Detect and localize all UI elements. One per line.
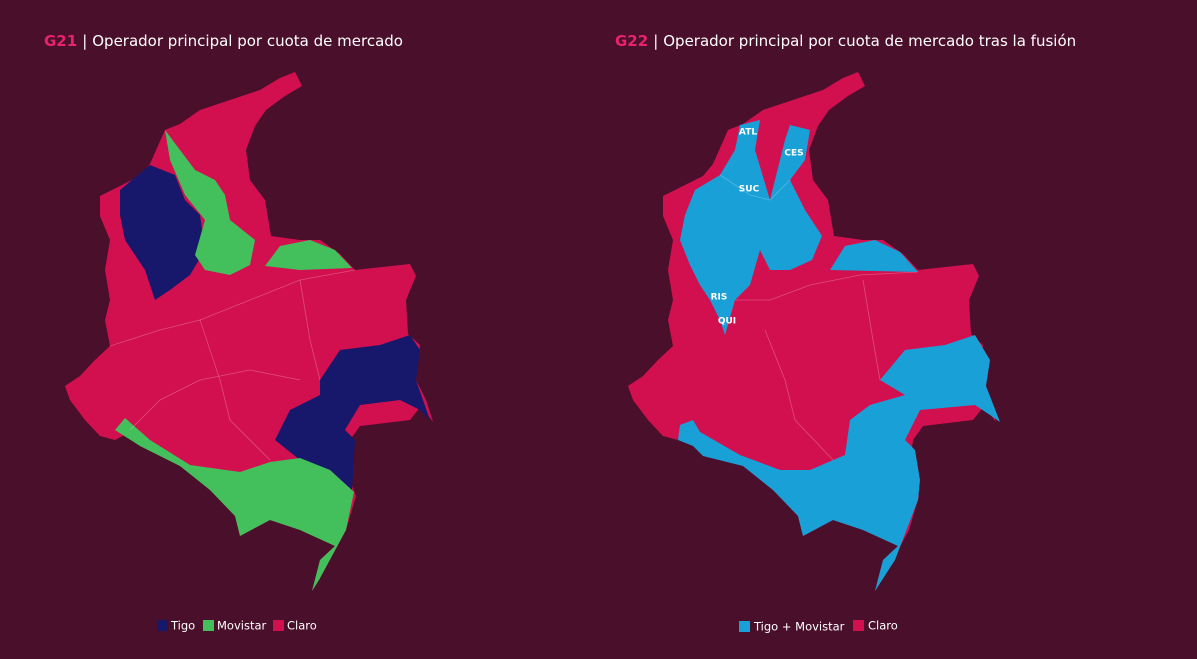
region-label: SUC [739,185,760,195]
department-border [109,269,356,347]
map-title: G21 | Operador principal por cuota de merc… [44,32,403,50]
legend-label: Movistar [217,619,267,633]
map-code: G21 [44,32,77,50]
legend-swatch [203,620,214,631]
region-tigo-movistar [680,120,822,335]
map-g22: G22 | Operador principal por cuota de merc… [615,32,1076,634]
department-border [862,279,881,381]
region-movistar [265,240,352,270]
legend-swatch [739,621,750,632]
map-code: G22 [615,32,648,50]
region-label: ATL [739,128,757,138]
legend-label: Tigo [170,619,195,633]
region-label: QUI [718,317,736,327]
legend-swatch [157,620,168,631]
map-g21: G21 | Operador principal por cuota de merc… [44,32,433,633]
separator: | [653,32,658,50]
region-tigo [120,165,205,300]
legend-swatch [273,620,284,631]
legend-label: Tigo + Movistar [753,620,845,634]
department-border [719,174,791,201]
map-title: G22 | Operador principal por cuota de merc… [615,32,1076,50]
legend-label: Claro [287,619,317,633]
title-text: Operador principal por cuota de mercado … [663,32,1076,50]
region-movistar [115,418,354,591]
separator: | [82,32,87,50]
department-border [199,319,271,461]
region-movistar [165,130,255,275]
region-label: CES [784,149,803,159]
department-border [735,271,919,301]
region-label: RIS [711,293,728,303]
department-border [764,329,834,461]
region-tigo [275,335,430,490]
department-border [129,369,301,431]
region-tigo-movistar [830,240,918,272]
region-tigo-movistar [678,335,1000,591]
department-border [299,279,321,381]
legend-swatch [853,620,864,631]
legend-label: Claro [868,619,898,633]
title-text: Operador principal por cuota de mercado [92,32,403,50]
